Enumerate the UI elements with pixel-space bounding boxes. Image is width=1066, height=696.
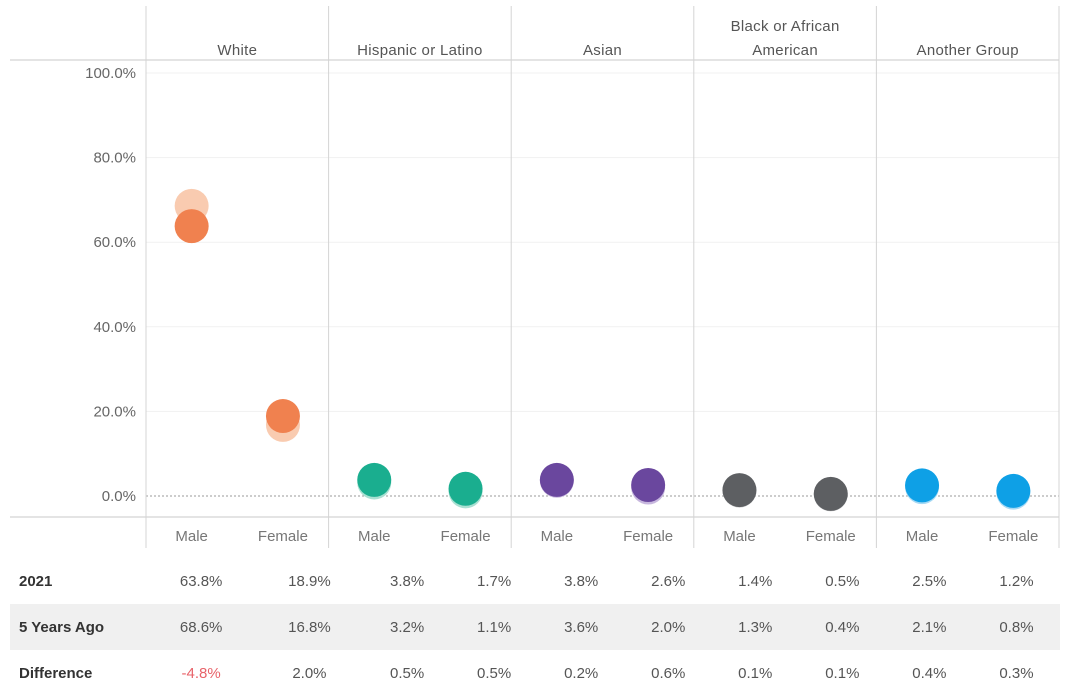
y-tick-label: 0.0% — [102, 488, 136, 505]
sub-category-label: Female — [806, 528, 856, 545]
row-label: Difference — [19, 664, 93, 682]
y-tick-label: 60.0% — [93, 234, 136, 251]
y-tick-label: 40.0% — [93, 319, 136, 336]
row-label: 2021 — [19, 572, 53, 590]
table-cell: 0.1% — [738, 664, 773, 682]
table-cell: 18.9% — [288, 572, 331, 590]
table-cell: 0.1% — [825, 664, 860, 682]
table-row-difference: Difference -4.8% 2.0% 0.5% 0.5% 0.2% 0.6… — [10, 650, 1060, 696]
dot-2021 — [357, 462, 392, 497]
table-cell: 3.6% — [537, 604, 625, 650]
table-cell: 0.2% — [564, 664, 599, 682]
table-cell: 3.8% — [389, 572, 425, 590]
table-cell: 68.6% — [147, 604, 256, 650]
sub-category-label: Male — [906, 528, 939, 545]
table-row-2021: 2021 63.8% 18.9% 3.8% 1.7% 3.8% 2.6% 1.4… — [10, 558, 1060, 604]
row-label: 5 Years Ago — [10, 604, 147, 650]
table-cell: 0.4% — [798, 604, 886, 650]
sub-category-label: Male — [723, 528, 756, 545]
dot-2021 — [448, 471, 483, 506]
dot-2021 — [539, 462, 574, 497]
table-cell: 0.5% — [825, 572, 860, 590]
dot-2021 — [905, 468, 940, 503]
sub-category-label: Female — [258, 528, 308, 545]
y-tick-label: 100.0% — [85, 65, 136, 82]
group-header: American — [752, 42, 818, 59]
table-cell: 1.3% — [711, 604, 799, 650]
dot-2021 — [722, 473, 757, 508]
dot-2021 — [174, 209, 209, 244]
table-cell: 1.7% — [477, 572, 512, 590]
table-row-5-years-ago: 5 Years Ago 68.6% 16.8% 3.2% 1.1% 3.6% 2… — [10, 604, 1060, 650]
table-cell: 1.2% — [999, 572, 1034, 590]
sub-category-label: Female — [441, 528, 491, 545]
table-cell: 2.0% — [624, 604, 712, 650]
table-cell: 0.8% — [972, 604, 1060, 650]
table-cell: 2.0% — [292, 664, 327, 682]
table-cell: 3.8% — [564, 572, 599, 590]
table-cell: 1.1% — [450, 604, 538, 650]
table-cell: 0.5% — [477, 664, 512, 682]
table-cell: 1.4% — [738, 572, 773, 590]
dot-2021 — [265, 399, 300, 434]
sub-category-label: Male — [175, 528, 208, 545]
group-header: Hispanic or Latino — [357, 42, 482, 59]
group-header: Asian — [583, 42, 622, 59]
table-cell: 3.2% — [363, 604, 451, 650]
group-header: White — [217, 42, 257, 59]
table-cell: 0.5% — [389, 664, 425, 682]
table-cell: 2.6% — [651, 572, 686, 590]
table-cell: 63.8% — [179, 572, 223, 590]
summary-table: 2021 63.8% 18.9% 3.8% 1.7% 3.8% 2.6% 1.4… — [10, 558, 1060, 696]
table-cell: 0.3% — [999, 664, 1034, 682]
dot-2021 — [996, 473, 1031, 508]
table-cell: 0.6% — [651, 664, 686, 682]
sub-category-label: Female — [623, 528, 673, 545]
table-cell: 16.8% — [255, 604, 364, 650]
table-cell: -4.8% — [181, 664, 221, 682]
dot-2021 — [631, 468, 666, 503]
sub-category-label: Male — [358, 528, 391, 545]
sub-category-label: Male — [541, 528, 574, 545]
group-header: Black or African — [731, 18, 840, 35]
y-tick-label: 80.0% — [93, 150, 136, 167]
sub-category-label: Female — [988, 528, 1038, 545]
y-tick-label: 20.0% — [93, 403, 136, 420]
table-cell: 0.4% — [912, 664, 947, 682]
dot-plot-chart: 100.0% 80.0% 60.0% 40.0% 20.0% 0.0% White Hispa… — [10, 6, 1060, 548]
table-cell: 2.1% — [885, 604, 973, 650]
table-cell: 2.5% — [912, 572, 947, 590]
group-header: Another Group — [917, 42, 1019, 59]
dot-2021 — [813, 476, 848, 511]
